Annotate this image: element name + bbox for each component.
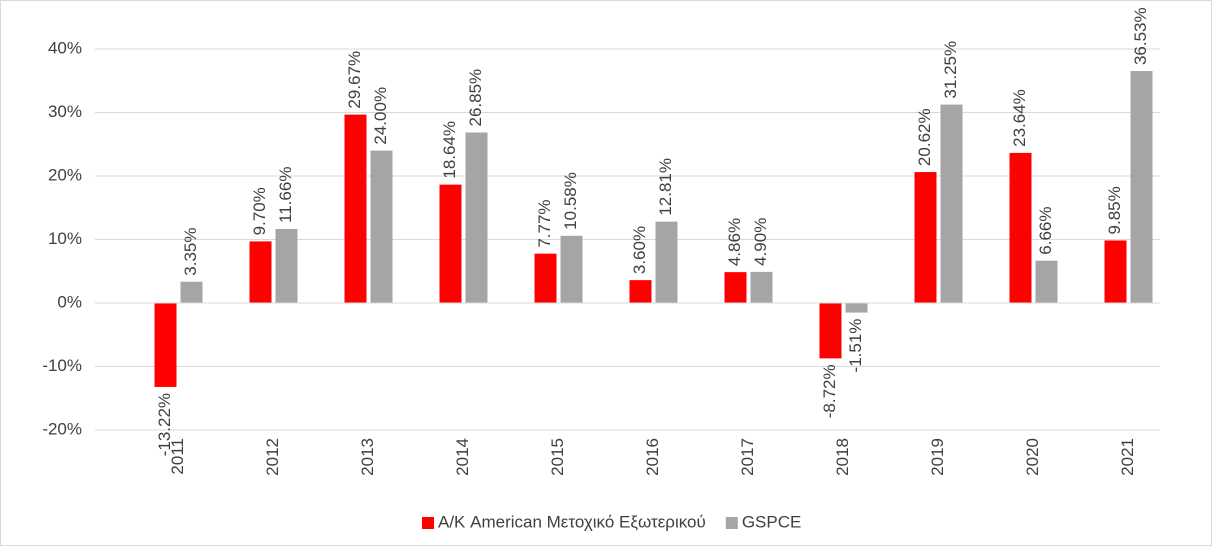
x-tick-label: 2019 <box>928 438 947 476</box>
bar <box>560 235 583 303</box>
value-label: 31.25% <box>941 41 960 99</box>
bar <box>1035 260 1058 303</box>
bar <box>940 104 963 303</box>
bar <box>249 241 272 303</box>
value-label: 3.60% <box>630 226 649 274</box>
legend-label: GSPCE <box>742 512 802 531</box>
bar <box>370 150 393 303</box>
x-tick-label: 2015 <box>548 438 567 476</box>
bar <box>819 303 842 359</box>
value-label: 18.64% <box>440 121 459 179</box>
bar <box>275 228 298 303</box>
bar <box>629 280 652 303</box>
x-tick-label: 2013 <box>358 438 377 476</box>
value-label: 29.67% <box>345 51 364 109</box>
legend-label: Α/Κ American Μετοχικό Εξωτερικού <box>438 512 706 531</box>
value-label: 11.66% <box>276 167 295 223</box>
bar <box>344 114 367 304</box>
bar <box>154 303 177 387</box>
bar <box>180 281 203 303</box>
value-label: 7.77% <box>535 199 554 247</box>
x-tick-label: 2017 <box>738 438 757 476</box>
value-label: -1.51% <box>846 319 865 373</box>
value-label: 4.86% <box>725 218 744 266</box>
value-label: 24.00% <box>371 87 390 145</box>
bar <box>655 221 678 303</box>
legend-swatch <box>725 517 738 529</box>
bar <box>845 303 868 313</box>
x-tick-label: 2020 <box>1023 438 1042 476</box>
value-label: 26.85% <box>466 69 485 127</box>
bar <box>439 184 462 303</box>
value-label: -8.72% <box>820 364 839 418</box>
x-tick-label: 2021 <box>1118 438 1137 476</box>
x-tick-label: 2011 <box>168 438 187 475</box>
value-label: 9.85% <box>1105 186 1124 234</box>
bar <box>1009 152 1032 303</box>
value-label: 23.64% <box>1010 89 1029 147</box>
bar <box>914 172 937 303</box>
y-tick-label: 0% <box>57 292 82 311</box>
x-tick-label: 2012 <box>263 438 282 476</box>
x-tick-label: 2014 <box>453 438 472 476</box>
y-tick-label: 30% <box>48 102 82 121</box>
legend-swatch <box>422 517 434 529</box>
bar <box>724 272 747 303</box>
y-tick-label: -20% <box>42 419 82 438</box>
bar <box>534 253 557 303</box>
bar <box>1130 71 1153 303</box>
value-label: 3.35% <box>181 228 200 276</box>
value-label: 20.62% <box>915 108 934 166</box>
bar <box>465 132 488 303</box>
bar <box>750 271 773 303</box>
y-tick-label: 40% <box>48 38 82 57</box>
value-label: 12.81% <box>656 158 675 216</box>
value-label: -13.22% <box>155 393 174 456</box>
value-label: 10.58% <box>561 172 580 230</box>
value-label: 4.90% <box>751 218 770 266</box>
value-label: 36.53% <box>1131 7 1150 65</box>
x-tick-label: 2016 <box>643 438 662 476</box>
value-label: 6.66% <box>1036 207 1055 255</box>
value-label: 9.70% <box>250 187 269 235</box>
y-tick-label: -10% <box>42 356 82 375</box>
y-tick-label: 20% <box>48 165 82 184</box>
x-tick-label: 2018 <box>833 438 852 476</box>
bar <box>1104 240 1127 303</box>
y-tick-label: 10% <box>48 229 82 248</box>
